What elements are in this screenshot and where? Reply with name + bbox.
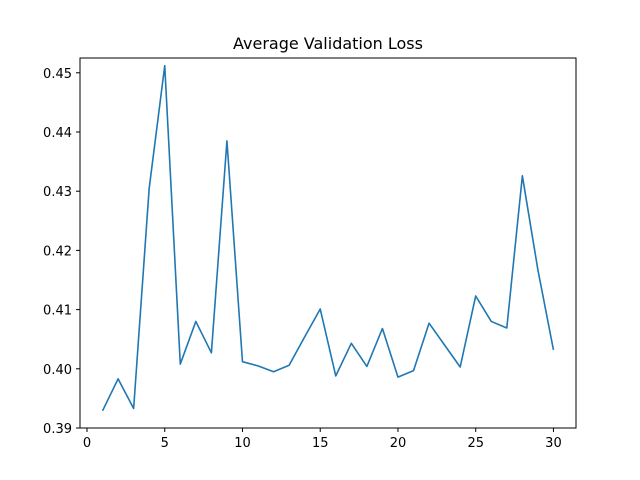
y-tick-label: 0.40 xyxy=(43,363,72,378)
x-tick-label: 10 xyxy=(234,436,251,451)
chart-title: Average Validation Loss xyxy=(233,34,423,53)
x-tick-label: 15 xyxy=(312,436,329,451)
y-tick-label: 0.42 xyxy=(43,244,72,259)
axes: 0 5 10 15 20 25 30 0.39 0.40 0.41 0.42 0.43 0.44 0.45 xyxy=(43,67,562,451)
x-tick-label: 30 xyxy=(545,436,562,451)
x-tick-label: 5 xyxy=(161,436,169,451)
series-layer xyxy=(101,64,555,412)
y-tick-label: 0.39 xyxy=(43,422,72,437)
y-tick-label: 0.44 xyxy=(43,126,72,141)
y-tick-label: 0.41 xyxy=(43,304,72,319)
x-tick-label: 20 xyxy=(390,436,407,451)
x-tick-label: 0 xyxy=(83,436,91,451)
y-tick-label: 0.43 xyxy=(43,185,72,200)
plot-frame xyxy=(79,57,577,429)
y-tick-label: 0.45 xyxy=(43,67,72,82)
x-tick-label: 25 xyxy=(467,436,484,451)
series-line xyxy=(101,64,555,412)
